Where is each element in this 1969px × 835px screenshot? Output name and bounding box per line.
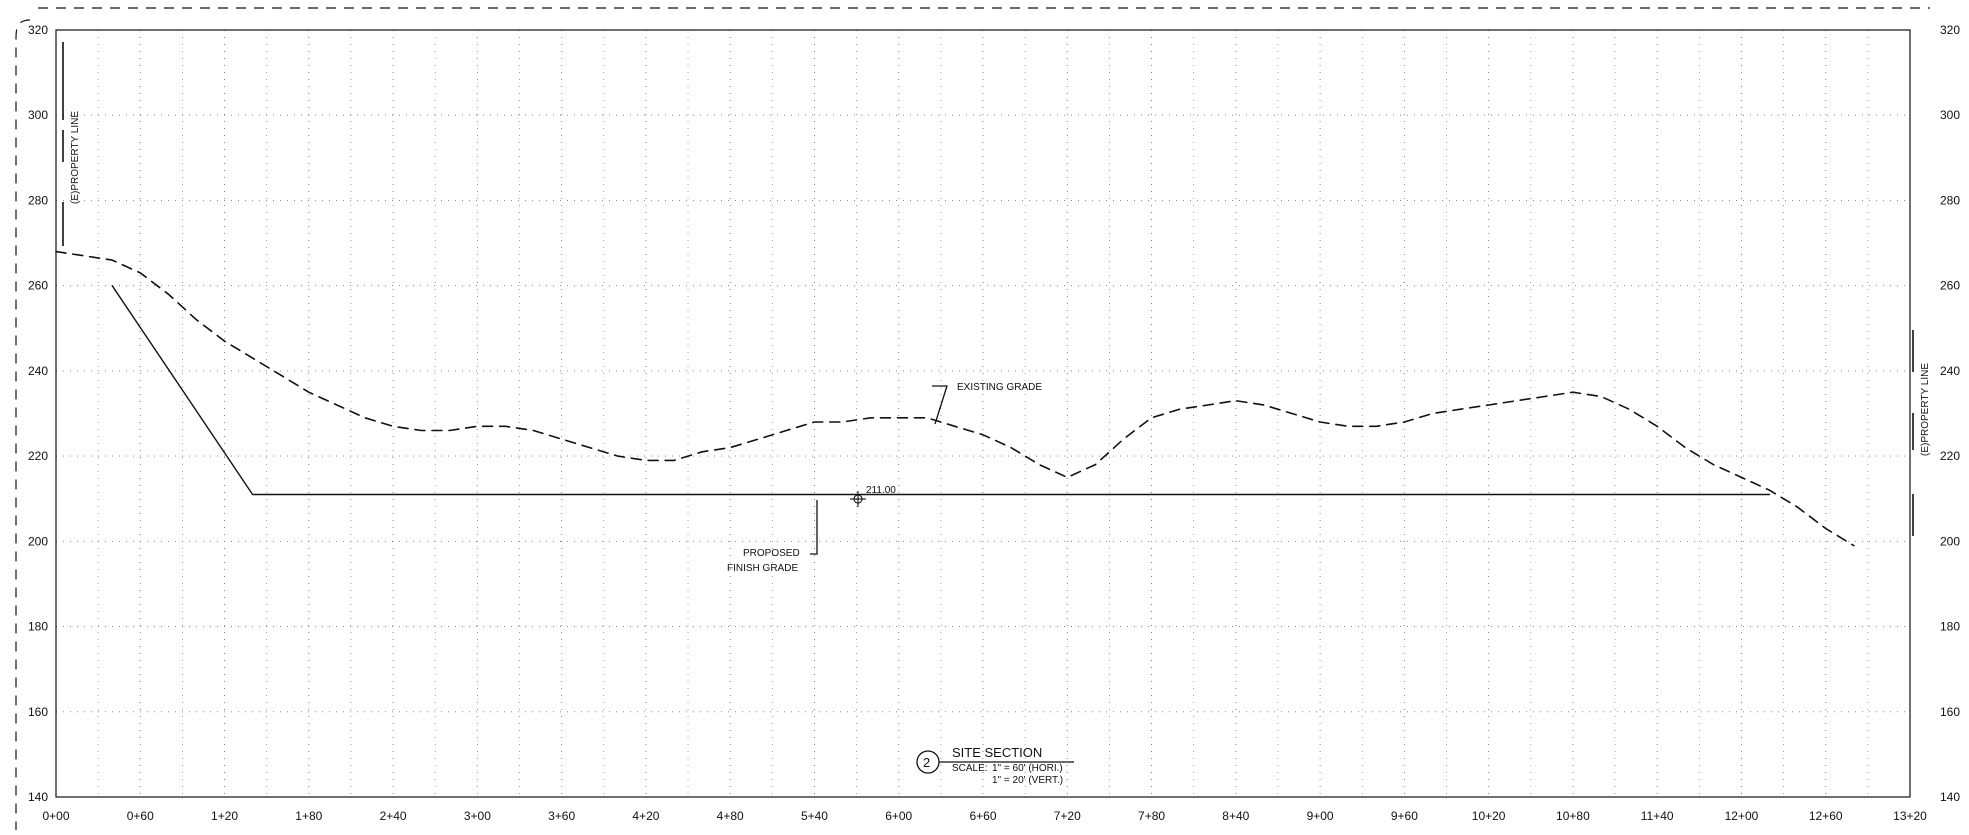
y-tick-label-left: 320 [28, 23, 48, 37]
horizontal-scale: 1" = 60' (HORI.) [992, 763, 1063, 774]
x-tick-label: 7+20 [1054, 809, 1081, 823]
section-number: 2 [923, 755, 930, 770]
proposed-grade-annotation: PROPOSED FINISH GRADE [727, 500, 818, 574]
x-tick-label: 12+00 [1725, 809, 1759, 823]
x-tick-label: 9+60 [1391, 809, 1418, 823]
spot-elevation-label: 211.00 [866, 485, 896, 496]
y-tick-label-right: 160 [1940, 705, 1960, 719]
y-tick-label-left: 300 [28, 108, 48, 122]
x-tick-label: 9+00 [1307, 809, 1334, 823]
y-tick-label-left: 200 [28, 534, 48, 548]
y-tick-label-left: 260 [28, 279, 48, 293]
x-tick-label: 0+60 [127, 809, 154, 823]
x-tick-label: 5+40 [801, 809, 828, 823]
x-tick-label: 8+40 [1222, 809, 1249, 823]
x-tick-label: 11+40 [1641, 809, 1674, 823]
x-tick-label: 6+60 [969, 809, 996, 823]
x-tick-label: 0+00 [42, 809, 69, 823]
y-tick-label-right: 260 [1940, 279, 1960, 293]
x-tick-label: 10+20 [1472, 809, 1506, 823]
x-tick-label: 3+00 [464, 809, 491, 823]
x-tick-label: 4+80 [717, 809, 744, 823]
x-tick-label: 10+80 [1556, 809, 1590, 823]
x-tick-label: 3+60 [548, 809, 575, 823]
property-line-label-left: (E)PROPERTY LINE [70, 111, 81, 204]
x-tick-label: 13+20 [1893, 809, 1927, 823]
grid-layer [55, 29, 1911, 798]
existing-grade-label: EXISTING GRADE [957, 382, 1042, 393]
series-layer [55, 250, 1855, 547]
property-line-left: (E)PROPERTY LINE [62, 42, 81, 246]
y-tick-label-right: 320 [1940, 23, 1960, 37]
x-tick-label: 12+60 [1809, 809, 1843, 823]
y-tick-label-left: 180 [28, 620, 48, 634]
proposed-grade-leader [810, 500, 818, 555]
y-tick-label-right: 180 [1940, 620, 1960, 634]
y-tick-label-left: 280 [28, 193, 48, 207]
y-tick-label-right: 140 [1940, 790, 1960, 804]
y-tick-label-right: 220 [1940, 449, 1960, 463]
spot-elevation-marker: 211.00 [850, 485, 896, 507]
axis-layer: 0+00 0+60 1+20 1+80 2+40 3+00 3+60 4+20 4+80 5+40… [28, 23, 1960, 823]
x-tick-label: 1+80 [295, 809, 322, 823]
proposed-grade-label-line1: PROPOSED [743, 548, 800, 559]
property-line-right: (E)PROPERTY LINE [1912, 330, 1931, 536]
proposed-grade-label-line2: FINISH GRADE [727, 563, 798, 574]
x-tick-label: 7+80 [1138, 809, 1165, 823]
site-section-title-block: 2 SITE SECTION SCALE: 1" = 60' (HORI.) 1… [916, 745, 1074, 786]
y-tick-label-left: 220 [28, 449, 48, 463]
existing-grade-leader [932, 385, 948, 425]
x-tick-label: 1+20 [211, 809, 238, 823]
y-tick-label-right: 300 [1940, 108, 1960, 122]
y-tick-label-right: 200 [1940, 534, 1960, 548]
y-tick-label-right: 280 [1940, 193, 1960, 207]
y-tick-label-right: 240 [1940, 364, 1960, 378]
vertical-scale: 1" = 20' (VERT.) [992, 775, 1063, 786]
y-tick-label-left: 140 [28, 790, 48, 804]
y-tick-label-left: 240 [28, 364, 48, 378]
scale-label: SCALE: [952, 763, 988, 774]
x-tick-label: 6+00 [885, 809, 912, 823]
dashed-border-left [15, 19, 31, 830]
sheet-border [15, 7, 1930, 830]
proposed-finish-grade-line [111, 285, 1771, 496]
x-tick-label: 2+40 [380, 809, 407, 823]
x-tick-label: 4+20 [632, 809, 659, 823]
y-tick-label-left: 160 [28, 705, 48, 719]
existing-grade-annotation: EXISTING GRADE [932, 382, 1042, 425]
property-line-label-right: (E)PROPERTY LINE [1920, 363, 1931, 456]
existing-grade-line [55, 250, 1855, 547]
plot-frame [55, 29, 1911, 798]
section-title: SITE SECTION [952, 745, 1042, 760]
